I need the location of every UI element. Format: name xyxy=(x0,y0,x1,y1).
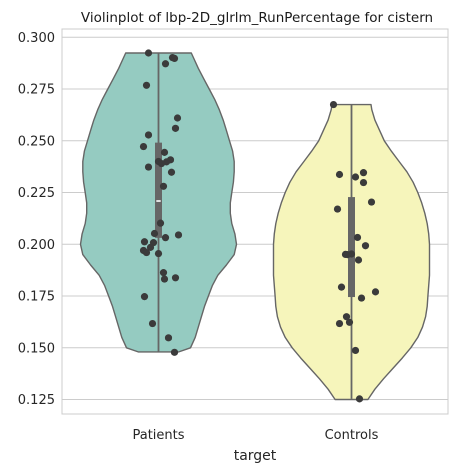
data-point xyxy=(140,238,149,246)
data-point xyxy=(140,293,149,301)
y-tick-label: 0.225 xyxy=(18,186,55,201)
y-tick-label: 0.275 xyxy=(18,83,55,98)
data-point xyxy=(171,274,180,282)
x-axis-label: target xyxy=(234,448,277,464)
data-point xyxy=(361,242,370,250)
data-point xyxy=(329,100,338,109)
data-point xyxy=(343,251,352,259)
data-point xyxy=(333,205,342,213)
data-point xyxy=(146,243,155,251)
data-point xyxy=(139,142,148,151)
data-point xyxy=(345,318,354,326)
data-point xyxy=(367,198,376,206)
data-point xyxy=(359,178,368,187)
data-point xyxy=(342,313,351,321)
data-point xyxy=(148,319,157,328)
y-tick-label: 0.300 xyxy=(18,31,55,46)
data-point xyxy=(159,269,168,277)
y-axis-ticks: 0.125 0.150 0.175 0.200 0.225 0.250 0.275 0.300 xyxy=(18,31,55,408)
data-point xyxy=(150,229,159,238)
data-point xyxy=(353,233,362,242)
x-tick-label: Controls xyxy=(325,428,379,443)
data-point xyxy=(335,170,344,179)
y-tick-label: 0.250 xyxy=(18,134,55,149)
chart-title: Violinplot of lbp-2D_glrlm_RunPercentage… xyxy=(81,10,433,26)
x-tick-label: Patients xyxy=(132,428,184,443)
data-points xyxy=(139,49,380,403)
iqr-box xyxy=(348,197,355,298)
x-axis-ticks: Patients Controls xyxy=(132,428,378,443)
data-point xyxy=(173,114,182,122)
data-point xyxy=(164,334,173,342)
data-point xyxy=(157,159,166,168)
data-point xyxy=(371,288,380,296)
data-point xyxy=(159,182,168,190)
data-point xyxy=(351,173,360,181)
data-point xyxy=(144,49,153,57)
data-point xyxy=(142,81,151,89)
data-point xyxy=(161,60,170,68)
y-tick-label: 0.125 xyxy=(18,393,55,408)
data-point xyxy=(359,169,368,177)
data-point xyxy=(161,234,170,242)
data-point xyxy=(335,319,344,328)
y-tick-label: 0.150 xyxy=(18,341,55,356)
data-point xyxy=(156,219,165,227)
data-point xyxy=(160,275,169,283)
data-point xyxy=(170,348,179,356)
iqr-box xyxy=(155,142,162,238)
plot-frame xyxy=(61,28,449,415)
data-point xyxy=(160,148,169,156)
data-point xyxy=(174,231,183,239)
data-point xyxy=(351,346,360,355)
data-point xyxy=(171,124,180,132)
data-point xyxy=(142,248,151,257)
y-tick-label: 0.175 xyxy=(18,290,55,305)
data-point xyxy=(167,168,176,176)
data-point xyxy=(144,163,153,171)
data-point xyxy=(355,395,364,403)
data-point xyxy=(170,54,179,62)
data-point xyxy=(337,283,346,291)
data-point xyxy=(357,294,366,302)
data-point xyxy=(354,256,363,264)
data-point xyxy=(154,249,163,258)
y-tick-label: 0.200 xyxy=(18,238,55,253)
data-point xyxy=(144,131,153,139)
